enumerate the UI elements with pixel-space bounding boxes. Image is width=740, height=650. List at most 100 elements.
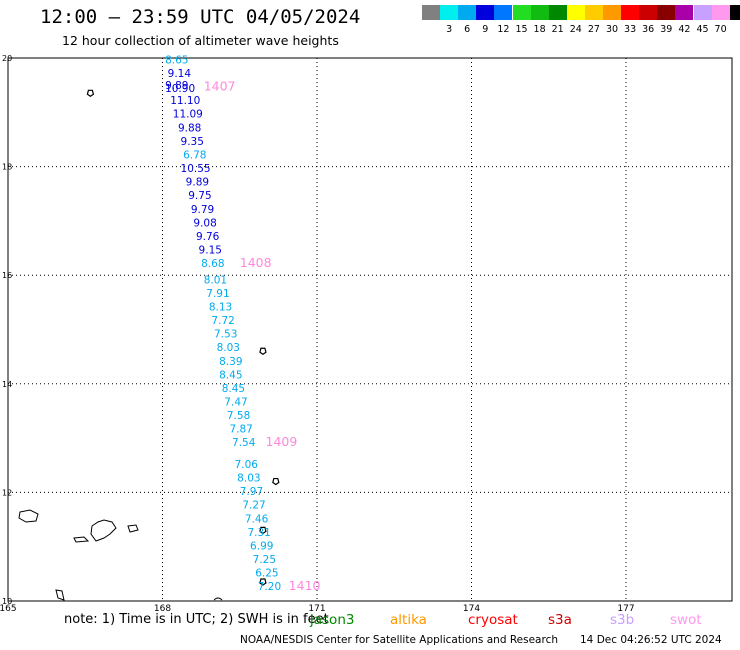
colorbar-label: 39	[660, 24, 673, 35]
colorbar-swatch	[603, 5, 621, 20]
chart-title: 12:00 – 23:59 UTC 04/05/2024	[40, 6, 361, 28]
wave-height-label: 8.01	[204, 274, 227, 286]
colorbar-swatch	[675, 5, 694, 20]
land-blob	[259, 578, 267, 586]
mission-altika: altika	[390, 612, 427, 628]
colorbar-label: 3	[446, 24, 453, 35]
island-outline	[90, 519, 117, 542]
wave-height-label: 7.87	[229, 424, 252, 436]
land-blob	[259, 347, 267, 355]
wave-height-label: 8.45	[219, 369, 242, 381]
colorbar-swatch	[584, 5, 603, 20]
colorbar-swatch	[458, 5, 477, 20]
colorbar-label: 18	[533, 24, 546, 35]
wave-height-label: 8.03	[217, 342, 240, 354]
colorbar-swatch	[512, 5, 531, 20]
wave-height-label: 7.20	[258, 581, 281, 593]
wave-height-label: 11.10	[170, 95, 200, 107]
island-outline	[213, 597, 223, 601]
wave-height-label: 8.68	[201, 258, 224, 270]
wave-height-label: 10.90	[165, 83, 195, 95]
wave-height-label: 9.89	[186, 177, 209, 189]
y-tick-label: 12	[2, 488, 12, 497]
credit-text: NOAA/NESDIS Center for Satellite Applica…	[240, 634, 558, 646]
wave-height-label: 8.45	[222, 383, 245, 395]
wave-height-label: 8.65	[165, 54, 188, 66]
wave-height-label: 7.91	[206, 288, 229, 300]
colorbar-swatch	[711, 5, 730, 20]
mission-cryosat: cryosat	[468, 612, 518, 628]
colorbar-swatch	[494, 5, 513, 20]
colorbar-swatch	[476, 5, 495, 20]
land-blob	[86, 89, 95, 98]
mission-jason3: jason3	[310, 612, 355, 628]
island-outline	[55, 589, 65, 601]
colorbar-label: 27	[587, 24, 600, 35]
x-tick-label: 168	[154, 604, 171, 614]
wave-height-label: 9.15	[199, 244, 222, 256]
wave-height-label: 8.03	[237, 473, 260, 485]
x-tick-label: 171	[308, 604, 325, 614]
pass-time-label: 1407	[204, 79, 236, 94]
wave-height-label: 6.25	[255, 568, 278, 580]
wave-height-label: 9.76	[196, 231, 220, 243]
wave-height-label: 9.88	[178, 122, 201, 134]
wave-height-label: 9.14	[168, 68, 192, 80]
x-tick-label: 174	[463, 604, 480, 614]
y-tick-label: 14	[2, 380, 12, 389]
pass-time-label: 1409	[266, 434, 298, 449]
island-outline	[127, 524, 139, 533]
colorbar-label: 12	[497, 24, 510, 35]
pass-time-label: 1410	[289, 578, 321, 593]
wave-height-label: 7.72	[211, 315, 234, 327]
generated-timestamp: 14 Dec 04:26:52 UTC 2024	[580, 634, 722, 646]
island-outline	[18, 509, 39, 523]
colorbar-swatch	[639, 5, 658, 20]
colorbar-label: 33	[624, 24, 637, 35]
colorbar-label: 6	[464, 24, 471, 35]
wave-height-label: 7.53	[214, 329, 237, 341]
island-outline	[73, 536, 90, 543]
wave-height-label: 8.13	[209, 301, 232, 313]
wave-height-label: 7.27	[242, 500, 265, 512]
x-tick-label: 177	[617, 604, 634, 614]
colorbar-label: 45	[696, 24, 709, 35]
colorbar-swatch	[657, 5, 676, 20]
wave-height-label: 8.39	[219, 356, 242, 368]
pass-time-label: 1408	[240, 255, 272, 270]
wave-height-label: 6.78	[183, 149, 206, 161]
chart-subtitle: 12 hour collection of altimeter wave hei…	[62, 33, 339, 48]
colorbar-label: 15	[515, 24, 528, 35]
wave-height-label: 11.09	[173, 109, 203, 121]
colorbar-swatch	[530, 5, 549, 20]
colorbar-label: 42	[678, 24, 691, 35]
colorbar-swatch	[621, 5, 640, 20]
wave-height-label: 7.97	[240, 486, 263, 498]
wave-height-label: 7.46	[245, 513, 269, 525]
y-tick-label: 18	[2, 163, 12, 172]
colorbar-label: 70	[714, 24, 727, 35]
colorbar-swatch	[548, 5, 567, 20]
footer-note: note: 1) Time is in UTC; 2) SWH is in fe…	[64, 612, 329, 627]
wave-height-label: 7.31	[247, 527, 270, 539]
wave-height-label: 7.47	[224, 397, 247, 409]
y-tick-label: 20	[2, 54, 12, 63]
wave-height-label: 9.35	[181, 136, 204, 148]
x-tick-label: 165	[0, 604, 17, 614]
wave-height-label: 7.58	[227, 410, 250, 422]
colorbar-label: 9	[482, 24, 489, 35]
wave-height-label: 9.75	[188, 190, 211, 202]
land-blob	[272, 477, 280, 486]
colorbar-swatch	[422, 5, 440, 20]
wave-height-label: 7.54	[232, 437, 256, 449]
colorbar-label: 30	[605, 24, 619, 35]
wave-height-label: 6.99	[250, 540, 273, 552]
land-blob	[259, 526, 267, 535]
y-tick-label: 10	[2, 597, 12, 606]
plot-frame	[7, 57, 733, 602]
y-tick-label: 16	[2, 271, 12, 280]
mission-s3a: s3a	[548, 612, 572, 628]
wave-height-label: 9.08	[193, 217, 216, 229]
